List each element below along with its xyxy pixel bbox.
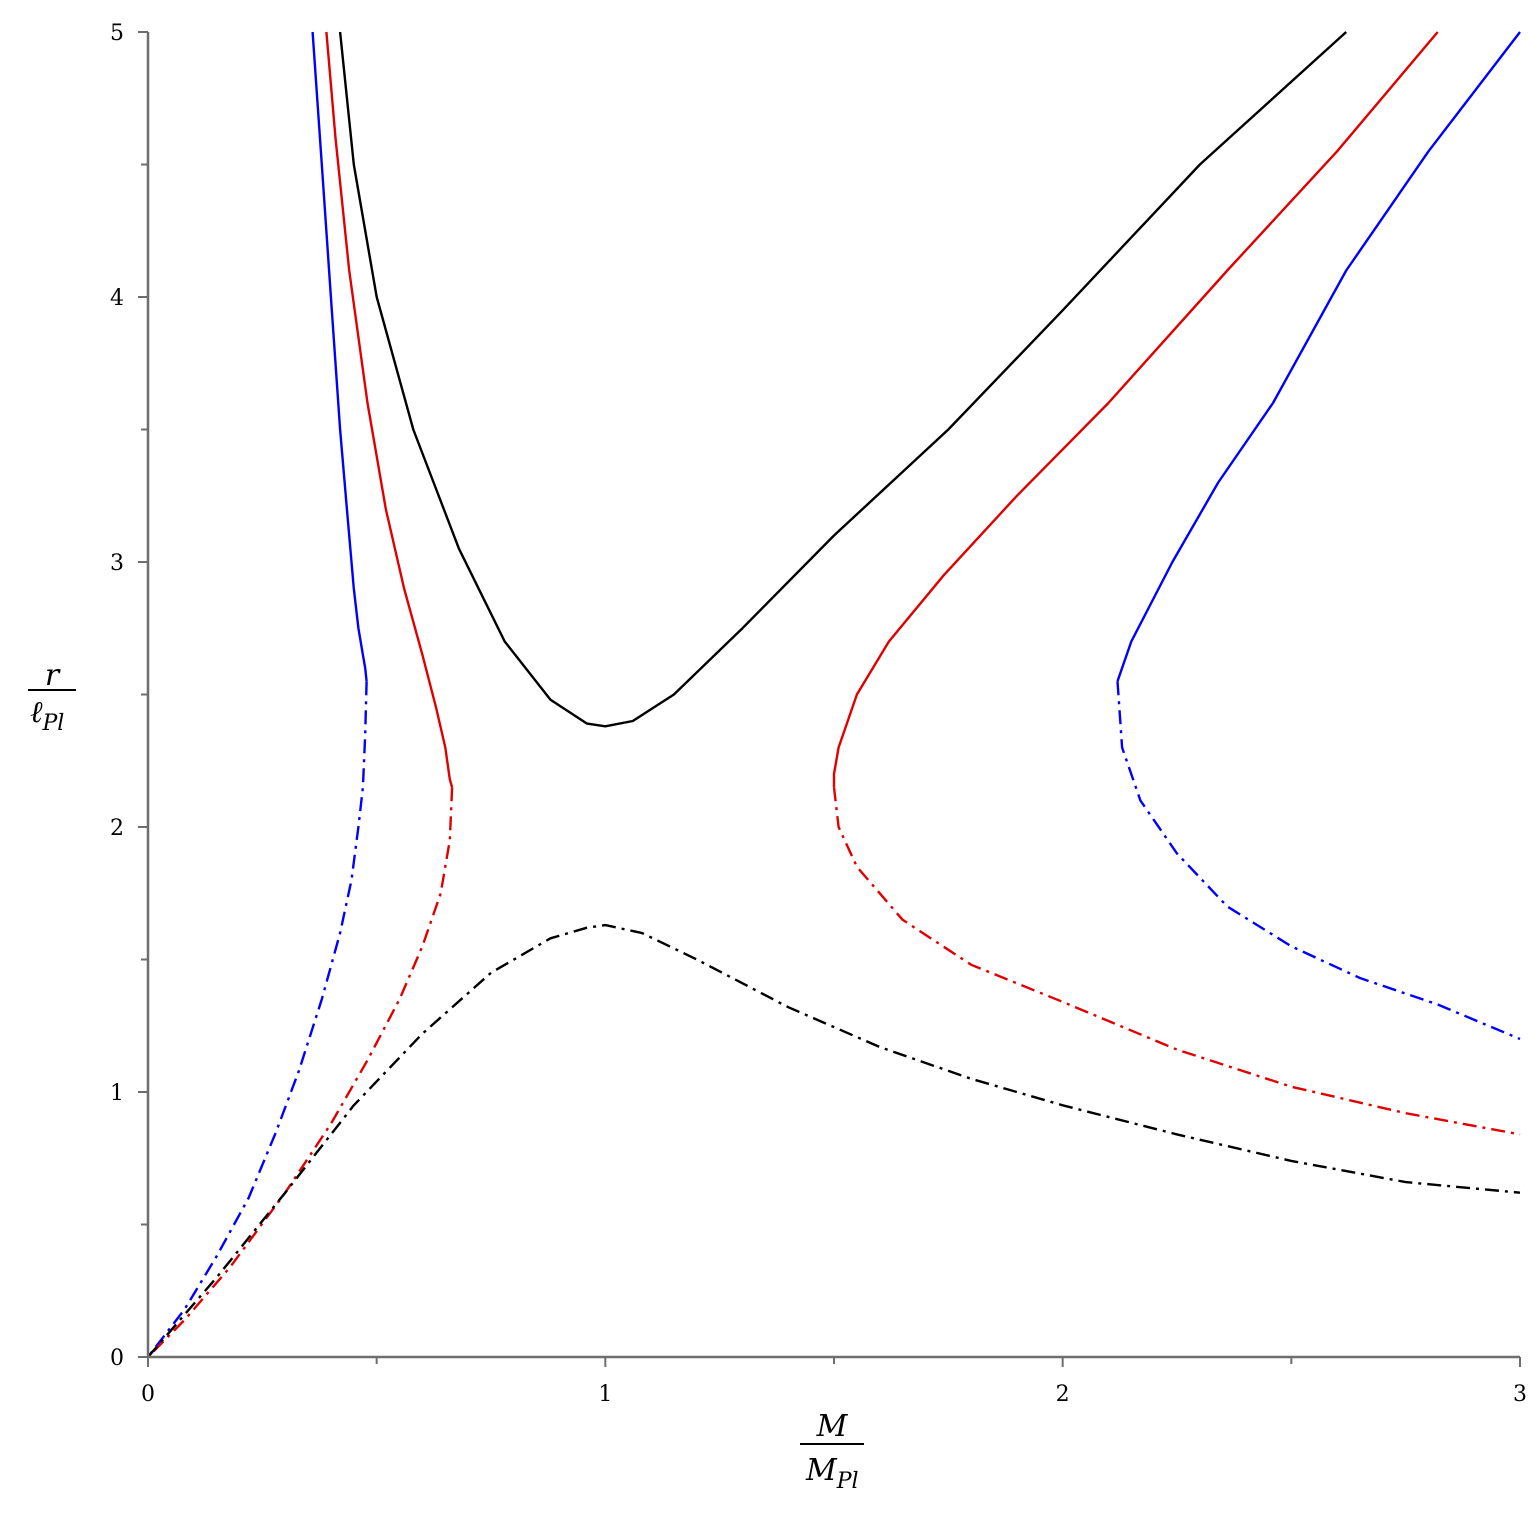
series-blue-dashdot-2 [147,681,368,1358]
y-tick-label: 3 [110,551,124,576]
x-label-denominator-sub: Pl [836,1469,859,1494]
x-label-denominator: MPl [805,1453,859,1494]
y-axis-label: r ℓPl [28,658,76,736]
x-tick-label: 1 [598,1382,612,1407]
axes-layer [138,31,1521,1367]
series-red-dashdot-6 [147,787,454,1358]
x-tick-label: 0 [141,1382,155,1407]
y-tick-label: 0 [110,1346,124,1371]
y-label-numerator: r [45,658,61,693]
y-label-denominator: ℓPl [30,695,64,736]
y-tick-label: 2 [110,816,124,841]
y-tick-label: 5 [110,21,124,46]
y-tick-label: 4 [110,286,124,311]
x-label-denominator-base: M [805,1453,838,1488]
labels-layer: 0 1 2 3 0 1 2 3 4 5 [110,21,1527,1407]
series-red-solid-7 [832,31,1439,788]
x-tick-label: 3 [1513,1382,1527,1407]
y-label-denominator-base: ℓ [30,695,43,730]
series-black-solid-9 [338,31,1348,728]
y-tick-label: 1 [110,1081,124,1106]
x-label-numerator: M [816,1409,849,1444]
x-tick-label: 2 [1056,1382,1070,1407]
series-blue-dashdot-4 [1116,681,1521,1041]
series-blue-solid-1 [311,31,368,682]
x-axis-label: M MPl [800,1409,864,1494]
series-black-dashdot-10 [147,923,1521,1358]
series-red-solid-5 [325,31,454,788]
series-red-dashdot-8 [832,787,1521,1136]
y-label-denominator-sub: Pl [42,711,65,736]
series-blue-solid-3 [1116,31,1521,682]
series-layer [147,31,1521,1358]
